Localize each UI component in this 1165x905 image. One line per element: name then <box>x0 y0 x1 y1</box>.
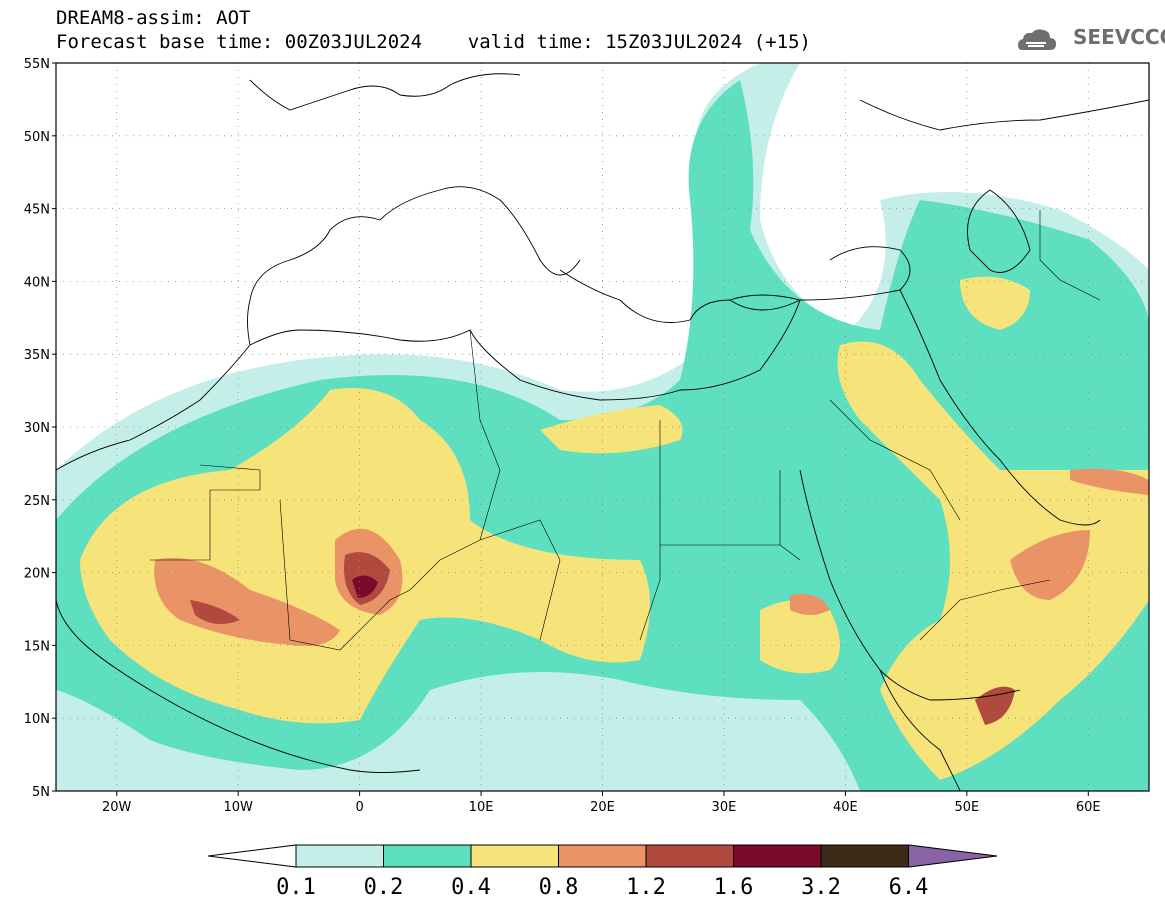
colorbar-bin <box>733 844 822 868</box>
colorbar-label: 0.4 <box>451 875 491 900</box>
colorbar-bin <box>820 844 909 868</box>
forecast-time-line: Forecast base time: 00Z03JUL2024 valid t… <box>56 31 811 53</box>
colorbar-label: 1.2 <box>626 875 666 900</box>
colorbar-bin <box>383 844 472 868</box>
aot-contour-0.4-med <box>540 405 683 454</box>
lon-tick-label: 60E <box>1076 800 1101 815</box>
lat-tick-label: 45N <box>24 203 50 218</box>
colorbar-bin <box>645 844 734 868</box>
lat-tick-label: 55N <box>24 57 50 72</box>
aot-contour-0.8-c <box>1010 530 1090 600</box>
colorbar-label: 3.2 <box>801 875 841 900</box>
lat-tick-label: 10N <box>24 712 50 727</box>
lon-tick-label: 0 <box>355 800 363 815</box>
lat-tick-label: 35N <box>24 348 50 363</box>
lat-tick-label: 20N <box>24 567 50 582</box>
map-title: DREAM8-assim: AOT <box>56 7 251 29</box>
coastlines <box>56 73 1149 791</box>
country-borders <box>150 210 1101 651</box>
longitude-labels: 20W 10W 0 10E 20E 30E 40E 50E 60E <box>102 800 1101 815</box>
colorbar-label: 0.1 <box>276 875 316 900</box>
aot-contour-0.8-d <box>790 594 830 615</box>
colorbar-bin <box>295 844 384 868</box>
colorbar-label: 0.8 <box>539 875 579 900</box>
lon-tick-label: 40E <box>833 800 858 815</box>
aot-contour-0.8-e <box>1070 468 1149 495</box>
colorbar-label: 0.2 <box>364 875 404 900</box>
lat-tick-label: 5N <box>32 785 50 800</box>
lat-tick-label: 40N <box>24 275 50 290</box>
lon-tick-label: 30E <box>712 800 737 815</box>
colorbar-label: 1.6 <box>714 875 754 900</box>
lon-tick-label: 20E <box>590 800 615 815</box>
lat-tick-label: 15N <box>24 639 50 654</box>
colorbar-bin <box>558 844 647 868</box>
latitude-labels: 55N 50N 45N 40N 35N 30N 25N 20N 15N 10N 5N <box>24 57 50 800</box>
cloud-icon <box>1018 29 1056 50</box>
colorbar-bin <box>470 844 559 868</box>
aot-contour-0.4-red-sea <box>760 600 840 674</box>
aot-contour-1.2-a <box>190 600 240 624</box>
aot-contour-1.6 <box>352 575 378 598</box>
aot-contour-0.4-caspian <box>960 276 1030 330</box>
colorbar-lower-arrow <box>207 844 297 868</box>
aot-contour-0.8-a <box>154 558 340 646</box>
lon-tick-label: 10W <box>223 800 253 815</box>
lon-tick-label: 20W <box>102 800 132 815</box>
colorbar: 0.1 0.2 0.4 0.8 1.2 1.6 3.2 6.4 <box>207 844 998 900</box>
lat-tick-label: 50N <box>24 130 50 145</box>
lat-tick-label: 30N <box>24 421 50 436</box>
colorbar-label: 6.4 <box>889 875 929 900</box>
axis-ticks <box>52 62 1089 796</box>
lon-tick-label: 10E <box>469 800 494 815</box>
colorbar-upper-arrow <box>908 844 998 868</box>
aot-map: 55N 50N 45N 40N 35N 30N 25N 20N 15N 10N 5N 20W 10W 0… <box>24 57 1150 815</box>
lon-tick-label: 50E <box>954 800 979 815</box>
logo-text: SEEVCCC <box>1073 25 1165 49</box>
aot-contour-0.4-east <box>837 341 1149 780</box>
lat-tick-label: 25N <box>24 494 50 509</box>
